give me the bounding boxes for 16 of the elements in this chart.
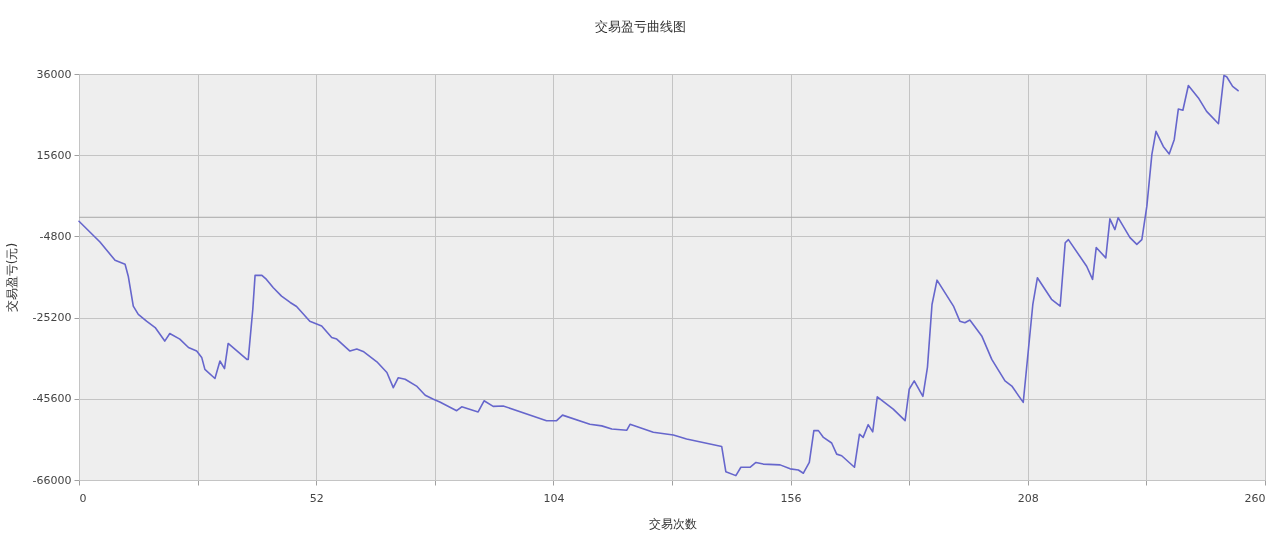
x-tick-label: 104 [543, 491, 565, 505]
x-tick-label: 208 [1017, 491, 1039, 505]
y-tick-label: -66000 [32, 473, 72, 487]
x-tick-label: 260 [1244, 491, 1266, 505]
y-tick-label: -4800 [39, 229, 72, 243]
x-tick-label: 52 [309, 491, 324, 505]
x-tick-label: 156 [780, 491, 802, 505]
y-tick-label: -25200 [32, 311, 72, 325]
chart-title: 交易盈亏曲线图 [594, 19, 686, 34]
line-series [78, 74, 1239, 477]
x-axis-title: 交易次数 [648, 516, 697, 531]
y-tick-label: 36000 [36, 67, 72, 81]
y-tick-label: 15600 [36, 148, 72, 162]
x-tick-label: 0 [79, 491, 87, 505]
y-tick-label: -45600 [32, 392, 72, 406]
y-axis-title: 交易盈亏(元) [4, 242, 19, 313]
